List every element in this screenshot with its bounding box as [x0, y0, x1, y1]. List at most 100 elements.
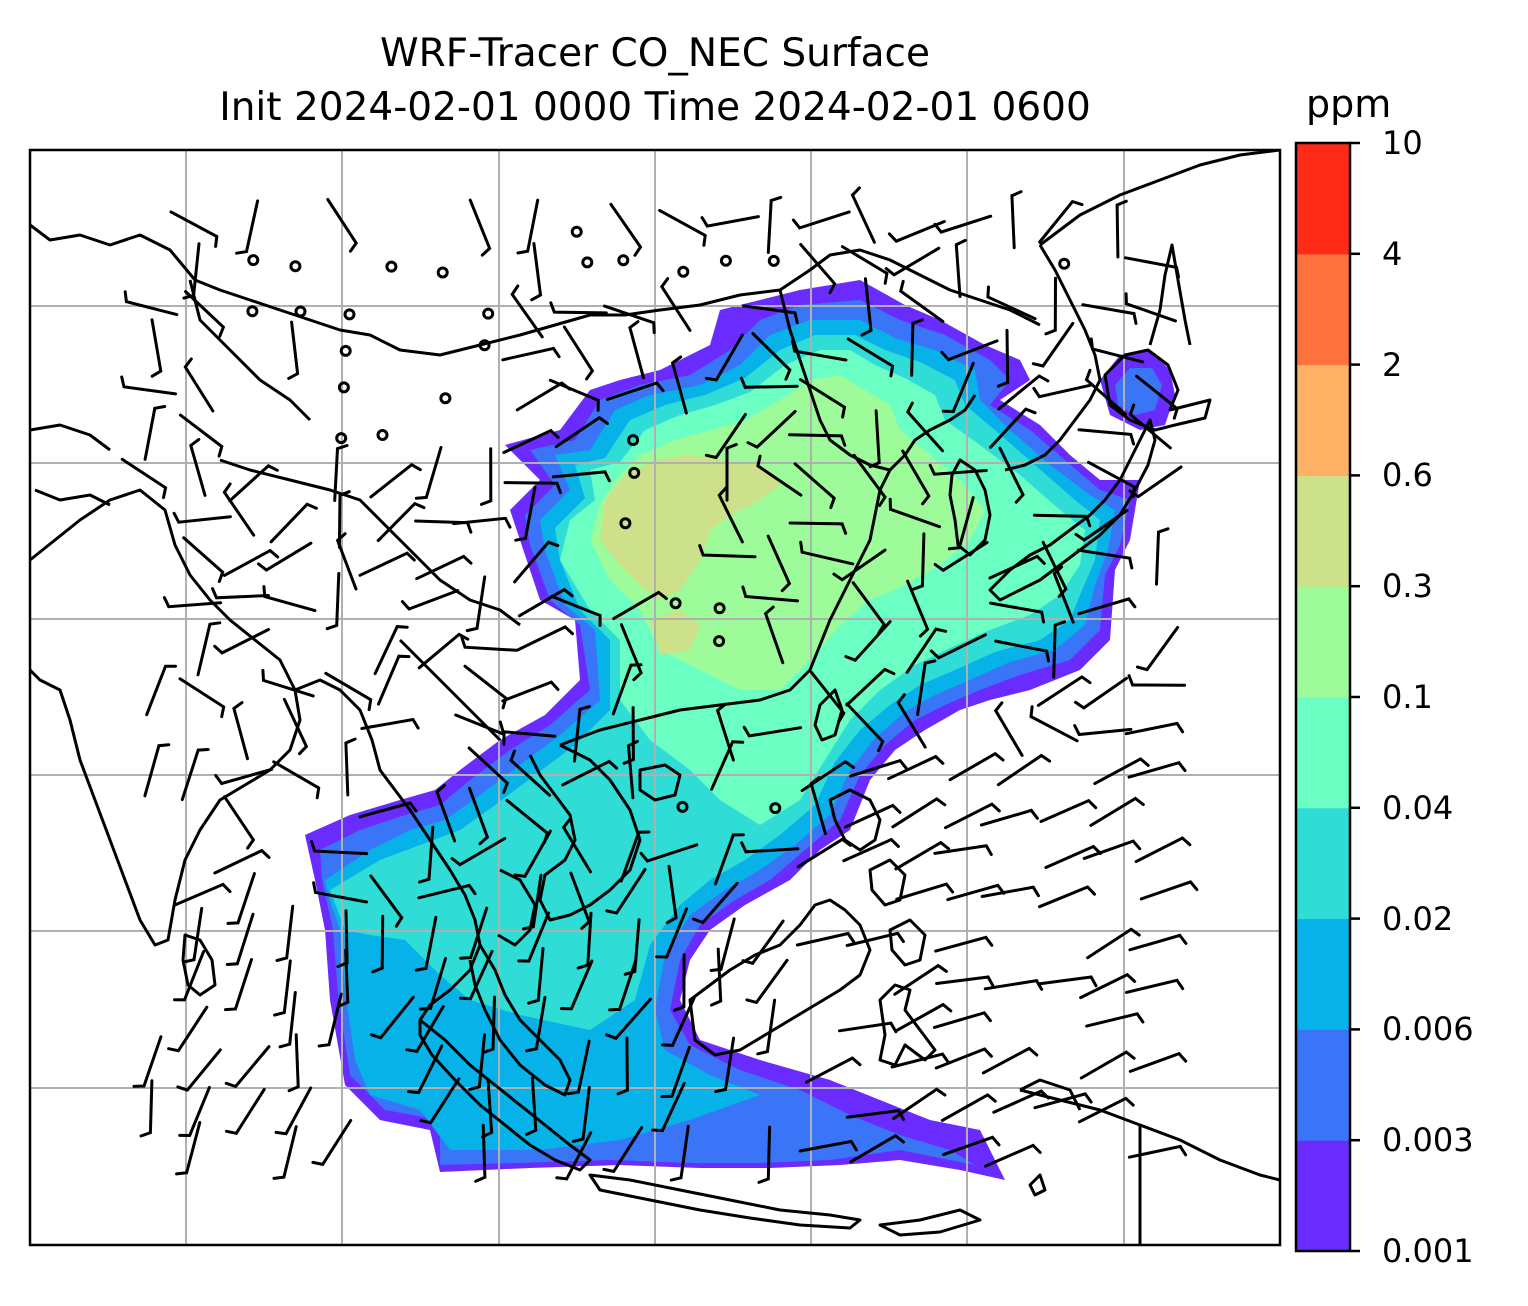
wind-barb: [1086, 927, 1141, 960]
wind-barb: [1082, 839, 1142, 860]
wind-barb: [1074, 676, 1128, 710]
wind-barb: [337, 490, 351, 549]
wind-barb: [548, 378, 600, 412]
wind-barb: [516, 625, 574, 652]
wind-barb: [232, 701, 249, 761]
calm-wind-marker: [335, 432, 348, 445]
colorbar-segment: [1296, 697, 1350, 809]
wind-barb: [1052, 620, 1067, 679]
wind-barb: [530, 242, 543, 302]
wind-barb: [714, 833, 745, 886]
wind-barb: [992, 1089, 1050, 1114]
wind-barb: [1044, 844, 1102, 869]
wind-barb: [1089, 796, 1145, 827]
wind-barb: [132, 1035, 163, 1088]
wind-barb: [741, 304, 799, 325]
wind-barb: [741, 919, 785, 966]
wind-barb: [901, 449, 931, 506]
wind-barb: [373, 625, 409, 676]
wind-barb: [189, 437, 207, 497]
wind-barb: [1127, 674, 1187, 687]
wind-barb: [852, 453, 887, 507]
wind-barb: [756, 998, 777, 1056]
wind-barb: [626, 739, 639, 800]
wind-barb: [459, 906, 489, 960]
wind-barb: [934, 1047, 993, 1070]
wind-barb: [513, 829, 552, 879]
wind-barb: [893, 963, 948, 996]
wind-barb: [612, 590, 668, 621]
wind-barb: [1128, 1051, 1188, 1073]
wind-barb: [993, 701, 1024, 757]
wind-barb: [981, 1046, 1039, 1075]
colorbar-tick-label: 10: [1382, 124, 1423, 162]
wind-barb: [1038, 885, 1096, 909]
wind-barb: [838, 1021, 898, 1034]
title-line-1: WRF-Tracer CO_NEC Surface: [380, 31, 930, 76]
wind-barb: [1155, 527, 1170, 586]
wind-barb: [996, 753, 1052, 787]
wind-barb: [222, 482, 256, 537]
co-level-6: [600, 455, 780, 600]
wind-barb: [275, 904, 295, 962]
wind-barb: [223, 795, 256, 850]
wind-barb: [360, 717, 420, 730]
title-line-2: Init 2024-02-01 0000 Time 2024-02-01 060…: [219, 85, 1091, 130]
wind-barb: [324, 671, 373, 712]
wind-barb: [763, 605, 785, 665]
wind-barb: [262, 585, 317, 613]
wind-barb: [846, 337, 895, 378]
wind-barb: [573, 705, 591, 763]
colorbar-segment: [1296, 586, 1350, 698]
wind-barb: [739, 376, 799, 389]
wind-barb: [651, 1081, 686, 1133]
wind-barb: [799, 378, 847, 419]
wind-barb: [804, 1056, 862, 1084]
wind-barb: [1044, 276, 1057, 336]
wind-barb: [989, 407, 1037, 449]
calm-wind-marker: [628, 466, 641, 479]
wind-barb: [167, 1005, 209, 1053]
wind-barb: [468, 786, 490, 846]
wind-barb: [311, 1119, 353, 1167]
wind-barb: [916, 659, 937, 716]
wind-barb: [213, 628, 270, 655]
wind-barb: [1128, 933, 1188, 952]
wind-barb: [282, 697, 309, 756]
wind-barb: [934, 935, 994, 953]
calm-wind-marker: [339, 344, 352, 357]
wind-barb: [944, 802, 1001, 830]
wind-barb: [273, 959, 292, 1017]
wind-barb: [337, 948, 350, 1008]
wind-barb: [935, 975, 995, 988]
colorbar: [1294, 141, 1360, 1253]
wind-barb: [182, 906, 204, 964]
wind-barb: [226, 872, 256, 925]
wind-barb: [525, 1076, 538, 1136]
wind-barb: [844, 803, 902, 829]
wind-barb: [326, 198, 359, 253]
map-frame: [28, 148, 1282, 1247]
colorbar-tick-label: 0.6: [1382, 456, 1433, 495]
wind-barb: [1052, 565, 1075, 624]
wind-barb: [333, 444, 349, 502]
wind-barb: [932, 1011, 992, 1029]
wind-barb: [1128, 403, 1172, 450]
wind-barb: [513, 540, 560, 584]
wind-barb: [1077, 1096, 1135, 1124]
wind-barb: [1076, 548, 1134, 570]
wind-barb: [603, 304, 656, 335]
wind-barb: [369, 995, 415, 1040]
wind-barb: [692, 881, 739, 925]
wind-barb: [418, 825, 435, 884]
wind-barb: [555, 1131, 593, 1181]
calm-wind-marker: [627, 434, 640, 447]
wind-barb: [933, 541, 989, 573]
wind-barb: [717, 486, 744, 544]
wind-barb: [1032, 383, 1092, 399]
wind-barb: [844, 620, 892, 662]
wind-barb: [894, 840, 951, 871]
wind-barb: [317, 992, 343, 1048]
wind-barb: [183, 357, 215, 413]
